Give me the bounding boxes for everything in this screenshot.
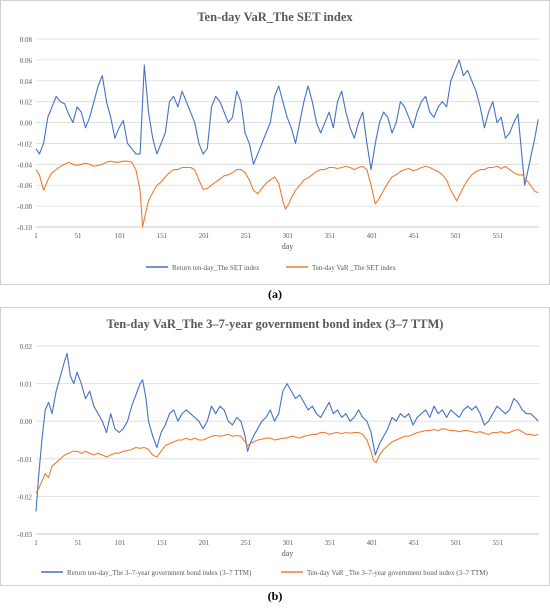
x-tick-label: 351 bbox=[325, 232, 336, 240]
x-tick-label: 451 bbox=[409, 232, 420, 240]
x-tick-label: 1 bbox=[34, 539, 38, 547]
legend-label: Return ten-day_The SET index bbox=[172, 264, 260, 272]
x-tick-label: 551 bbox=[493, 539, 504, 547]
y-tick-label: 0.04 bbox=[20, 78, 33, 86]
y-tick-label: -0.04 bbox=[17, 161, 32, 169]
chart-title: Ten-day VaR_The 3–7-year government bond… bbox=[107, 317, 444, 331]
y-tick-label: 0.01 bbox=[20, 381, 33, 389]
x-tick-label: 401 bbox=[367, 539, 378, 547]
legend-label: Ten-day VaR _The SET index bbox=[312, 264, 397, 272]
y-tick-label: 0.08 bbox=[20, 36, 33, 44]
y-tick-label: -0.03 bbox=[17, 531, 32, 539]
series-line bbox=[35, 352, 539, 512]
y-tick-label: 0.06 bbox=[20, 57, 33, 65]
x-tick-label: 251 bbox=[241, 232, 252, 240]
x-tick-label: 151 bbox=[157, 232, 168, 240]
x-axis-label: day bbox=[282, 549, 294, 558]
x-tick-label: 301 bbox=[283, 232, 294, 240]
x-tick-label: 101 bbox=[115, 539, 126, 547]
legend-label: Ten-day VaR _The 3–7-year government bon… bbox=[307, 569, 488, 577]
x-tick-label: 501 bbox=[451, 232, 462, 240]
series-line bbox=[35, 160, 539, 228]
y-tick-label: 0.00 bbox=[20, 120, 33, 128]
series-line bbox=[35, 59, 539, 186]
panel-b-caption: (b) bbox=[267, 589, 283, 603]
x-tick-label: 451 bbox=[409, 539, 420, 547]
x-tick-label: 51 bbox=[74, 539, 82, 547]
x-tick-label: 351 bbox=[325, 539, 336, 547]
y-tick-label: -0.02 bbox=[17, 493, 32, 501]
x-tick-label: 401 bbox=[367, 232, 378, 240]
y-tick-label: 0.00 bbox=[20, 418, 33, 426]
y-tick-label: -0.06 bbox=[17, 182, 32, 190]
chart-b-svg: Ten-day VaR_The 3–7-year government bond… bbox=[17, 317, 539, 577]
y-tick-label: -0.08 bbox=[17, 203, 32, 211]
x-tick-label: 201 bbox=[199, 232, 210, 240]
panel-a-caption: (a) bbox=[268, 287, 282, 301]
legend-label: Return ten-day_The 3–7-year government b… bbox=[67, 569, 252, 577]
y-tick-label: 0.02 bbox=[20, 343, 33, 351]
y-tick-label: -0.01 bbox=[17, 456, 32, 464]
x-tick-label: 201 bbox=[199, 539, 210, 547]
chart-panel-a: Ten-day VaR_The SET index 0.08 0.06 0.04 0.0… bbox=[0, 0, 550, 285]
chart-a-svg: Ten-day VaR_The SET index 0.08 0.06 0.04 0.0… bbox=[17, 10, 539, 272]
y-tick-label: 0.02 bbox=[20, 99, 33, 107]
chart-title: Ten-day VaR_The SET index bbox=[197, 10, 353, 24]
x-tick-label: 301 bbox=[283, 539, 294, 547]
y-tick-label: -0.10 bbox=[17, 224, 32, 232]
x-axis-label: day bbox=[282, 242, 294, 251]
x-tick-label: 501 bbox=[451, 539, 462, 547]
series-line bbox=[35, 428, 539, 493]
y-tick-label: -0.02 bbox=[17, 140, 32, 148]
x-tick-label: 251 bbox=[241, 539, 252, 547]
x-tick-label: 51 bbox=[74, 232, 82, 240]
x-tick-label: 101 bbox=[115, 232, 126, 240]
x-tick-label: 1 bbox=[34, 232, 38, 240]
chart-panel-b: Ten-day VaR_The 3–7-year government bond… bbox=[0, 307, 550, 586]
x-tick-label: 151 bbox=[157, 539, 168, 547]
x-tick-label: 551 bbox=[493, 232, 504, 240]
